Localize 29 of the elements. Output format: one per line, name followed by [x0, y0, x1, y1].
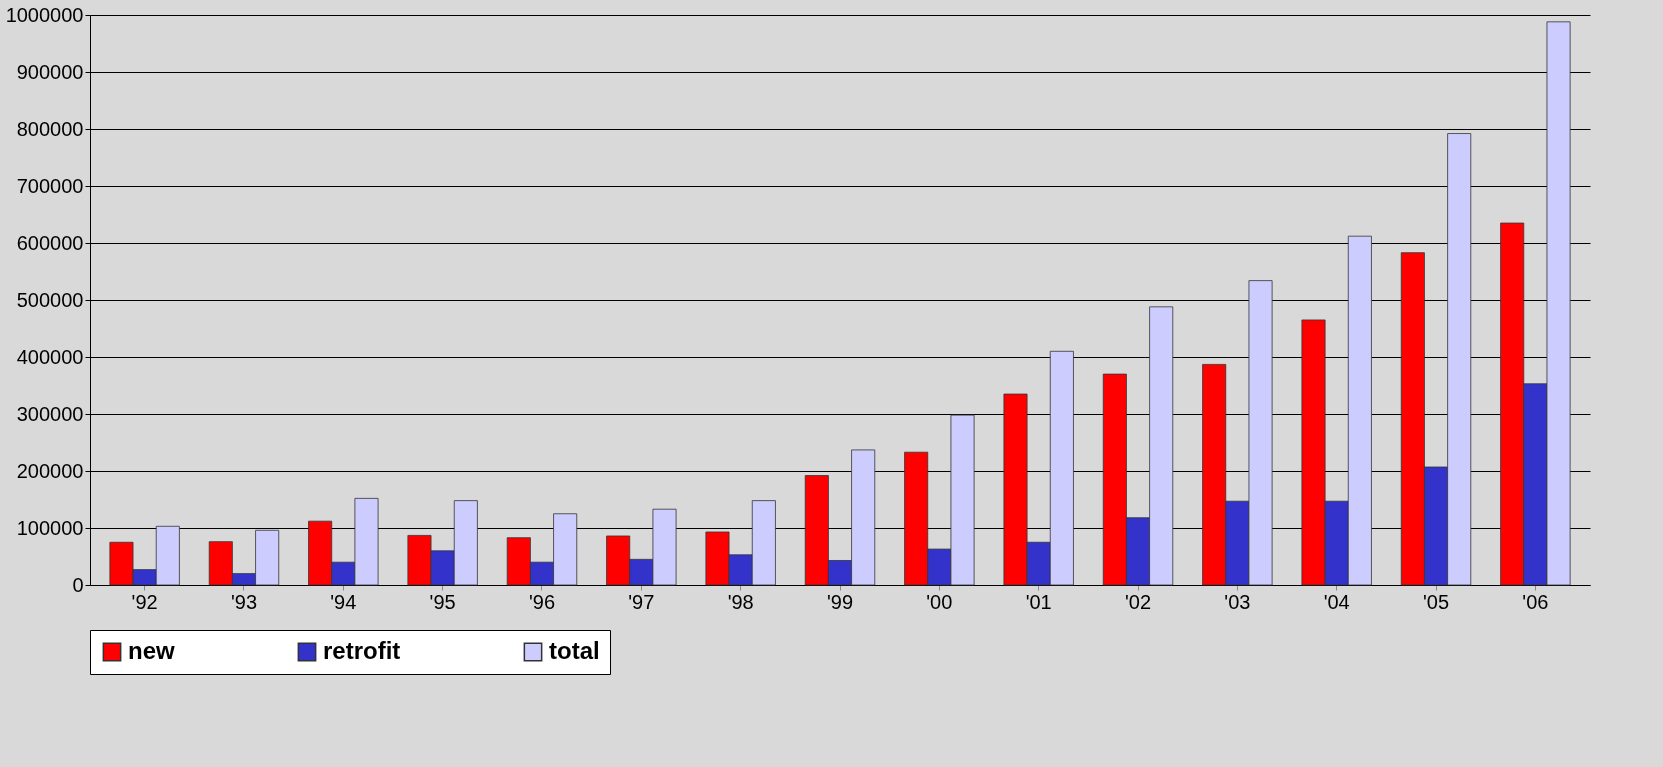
x-tick-label: '98	[727, 590, 754, 613]
y-tick-label: 800000	[16, 117, 84, 140]
y-tick-label: 900000	[16, 60, 84, 83]
x-tick-label: '95	[429, 590, 456, 613]
y-tick-label: 300000	[16, 402, 84, 425]
y-tick-label: 200000	[16, 459, 84, 482]
x-tick-label: '92	[131, 590, 158, 613]
y-tick-label: 400000	[16, 345, 84, 368]
x-tick-label: '03	[1224, 590, 1251, 613]
x-tick-label: '94	[330, 590, 357, 613]
x-tick-label: '01	[1025, 590, 1052, 613]
x-tick-label: '93	[230, 590, 258, 613]
y-tick-label: 500000	[16, 288, 84, 311]
y-tick-label: 600000	[16, 231, 84, 254]
x-tick-label: '04	[1323, 590, 1350, 613]
legend-label: total	[549, 637, 600, 664]
x-tick-label: '99	[826, 590, 854, 613]
y-tick-label: 0	[72, 573, 84, 596]
x-tick-label: '97	[628, 590, 655, 613]
legend-label: retrofit	[323, 637, 401, 664]
x-tick-label: '96	[528, 590, 556, 613]
y-tick-label: 1000000	[5, 3, 84, 26]
y-tick-label: 700000	[16, 174, 84, 197]
x-tick-label: '05	[1422, 590, 1450, 613]
x-tick-label: '02	[1124, 590, 1152, 613]
legend-label: new	[128, 637, 176, 664]
x-tick-label: '06	[1522, 590, 1549, 613]
y-tick-label: 100000	[16, 516, 84, 539]
x-tick-label: '00	[926, 590, 953, 613]
